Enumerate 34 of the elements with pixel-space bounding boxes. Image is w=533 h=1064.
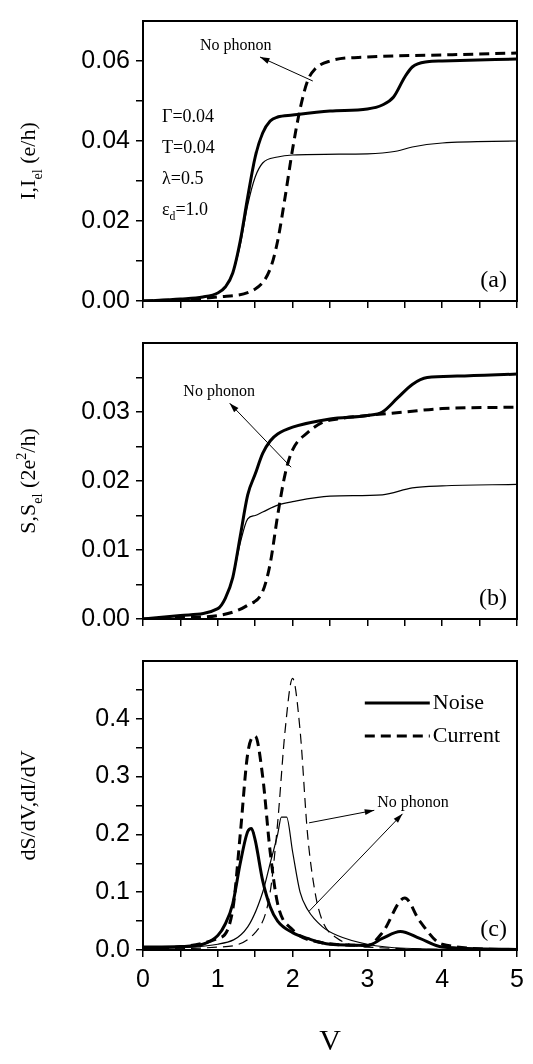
y-tick-label: 0.01 — [81, 533, 130, 562]
x-axis-title: V — [319, 1022, 342, 1056]
annotation: (a) — [480, 266, 507, 292]
y-axis-title: dS/dV,dI/dV — [15, 750, 40, 861]
y-tick-label: 0.06 — [81, 44, 130, 73]
legend-label: Current — [432, 721, 500, 747]
y-tick-label: 0.04 — [81, 124, 131, 153]
y-axis-title: I,Iel (e/h) — [15, 122, 45, 200]
y-tick-label: 0.03 — [81, 395, 130, 424]
x-tick-label: 4 — [435, 963, 450, 992]
y-tick-label: 0.02 — [81, 464, 130, 493]
y-axis-title: S,Sel (2e2/h) — [13, 428, 45, 534]
annotation: λ=0.5 — [162, 168, 204, 188]
annotation: No phonon — [200, 36, 272, 55]
y-tick-label: 0.00 — [81, 284, 130, 313]
y-tick-label: 0.0 — [95, 933, 130, 962]
x-tick-label: 2 — [285, 963, 300, 992]
x-tick-label: 3 — [360, 963, 375, 992]
x-tick-label: 0 — [136, 963, 150, 992]
annotation: No phonon — [183, 382, 255, 401]
annotation: T=0.04 — [162, 137, 215, 157]
y-tick-label: 0.3 — [95, 760, 130, 789]
legend-label: Noise — [432, 688, 485, 714]
y-tick-label: 0.02 — [81, 204, 130, 233]
y-tick-label: 0.00 — [81, 602, 130, 631]
x-tick-label: 5 — [510, 963, 524, 992]
annotation: (c) — [480, 915, 507, 941]
y-tick-label: 0.2 — [95, 818, 130, 847]
y-tick-label: 0.4 — [95, 702, 131, 731]
x-tick-label: 1 — [210, 963, 225, 992]
y-tick-label: 0.1 — [95, 876, 130, 905]
annotation: No phonon — [377, 793, 449, 812]
annotation: (b) — [479, 584, 507, 610]
annotation: Γ=0.04 — [162, 106, 215, 126]
